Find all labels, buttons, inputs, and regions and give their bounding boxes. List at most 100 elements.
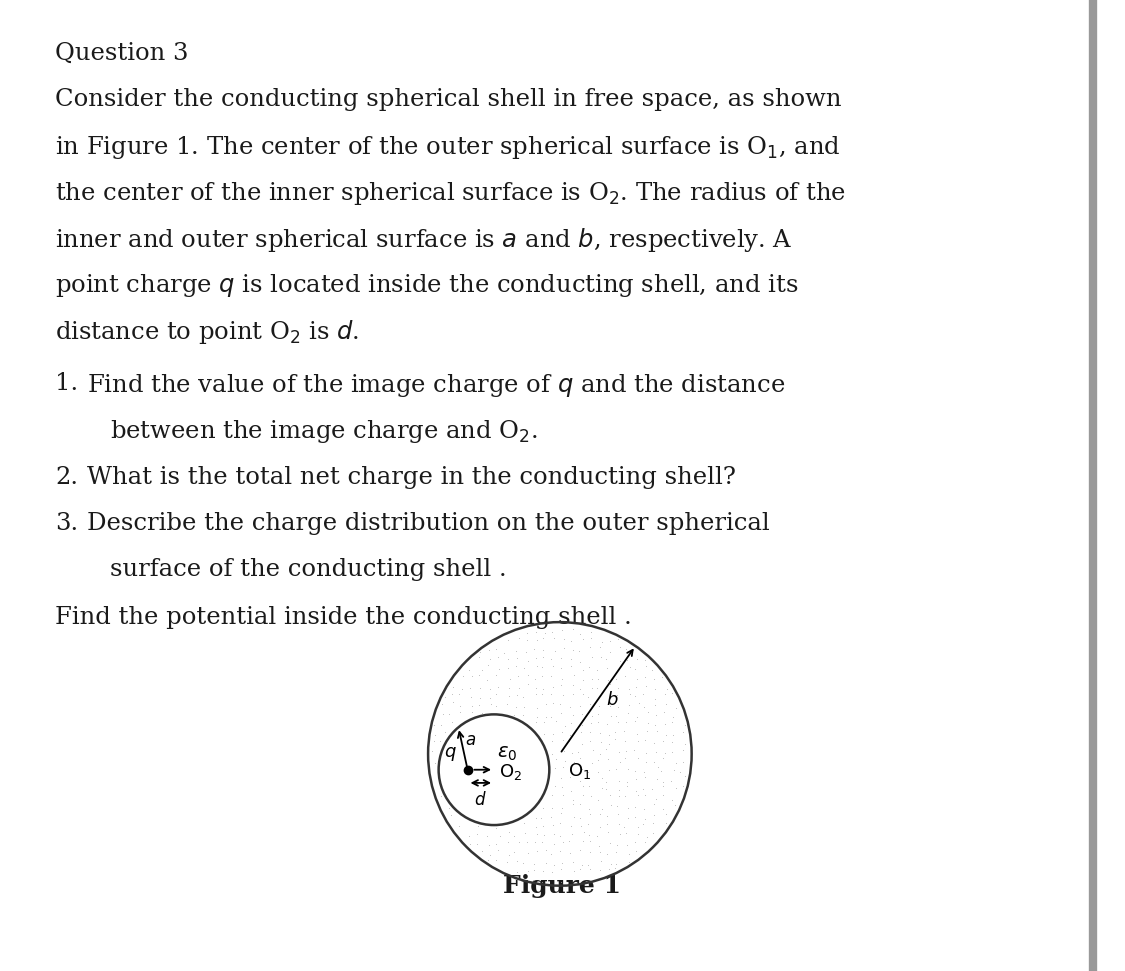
Point bbox=[468, 826, 486, 842]
Point bbox=[569, 745, 587, 760]
Point bbox=[591, 806, 609, 821]
Point bbox=[543, 726, 561, 742]
Point bbox=[674, 724, 692, 740]
Point bbox=[676, 736, 694, 752]
Point bbox=[593, 781, 611, 796]
Point bbox=[634, 801, 652, 817]
Circle shape bbox=[439, 715, 549, 825]
Point bbox=[579, 764, 597, 780]
Point bbox=[618, 642, 636, 657]
Point bbox=[647, 708, 665, 723]
Point bbox=[574, 833, 592, 849]
Point bbox=[610, 783, 628, 798]
Point bbox=[444, 694, 462, 710]
Point bbox=[543, 679, 561, 694]
Point bbox=[555, 631, 573, 647]
Point bbox=[468, 836, 486, 852]
Point bbox=[654, 801, 672, 817]
Text: $d$: $d$ bbox=[475, 790, 487, 809]
Point bbox=[510, 668, 528, 684]
Text: Find the value of the image charge of $q$ and the distance: Find the value of the image charge of $q… bbox=[87, 372, 785, 399]
Point bbox=[582, 640, 600, 655]
Point bbox=[432, 788, 450, 804]
Point bbox=[532, 810, 550, 825]
Point bbox=[541, 652, 559, 667]
Point bbox=[601, 633, 619, 649]
Point bbox=[560, 845, 578, 860]
Point bbox=[667, 781, 685, 796]
Point bbox=[498, 696, 516, 712]
Point bbox=[520, 653, 538, 668]
Point bbox=[554, 854, 572, 870]
Point bbox=[575, 672, 593, 687]
Point bbox=[436, 688, 454, 704]
Point bbox=[573, 819, 591, 834]
Point bbox=[606, 731, 624, 747]
Point bbox=[525, 862, 543, 878]
Point bbox=[652, 763, 670, 779]
Point bbox=[626, 799, 643, 815]
Point bbox=[663, 744, 681, 759]
Point bbox=[618, 743, 636, 758]
Point bbox=[544, 658, 562, 674]
Point bbox=[479, 657, 497, 673]
Point bbox=[552, 677, 570, 692]
Point bbox=[634, 782, 652, 797]
Point bbox=[591, 845, 609, 860]
Point bbox=[626, 661, 643, 677]
Point bbox=[627, 679, 645, 694]
Point bbox=[562, 746, 580, 761]
Point bbox=[620, 854, 638, 870]
Point bbox=[529, 658, 547, 674]
Point bbox=[490, 828, 508, 844]
Point bbox=[533, 874, 551, 889]
Point bbox=[423, 743, 441, 758]
Point bbox=[579, 816, 597, 831]
Point bbox=[674, 742, 692, 757]
Point bbox=[666, 797, 684, 813]
Point bbox=[547, 779, 565, 794]
Point bbox=[498, 652, 516, 667]
Point bbox=[489, 843, 507, 858]
Point bbox=[487, 668, 505, 684]
Point bbox=[543, 733, 561, 749]
Point bbox=[633, 817, 651, 832]
Point bbox=[561, 699, 579, 715]
Point bbox=[610, 774, 628, 789]
Point bbox=[608, 671, 626, 686]
Point bbox=[601, 677, 619, 692]
Point bbox=[590, 715, 608, 730]
Point bbox=[536, 715, 554, 730]
Point bbox=[515, 825, 533, 841]
Point bbox=[645, 796, 663, 812]
Point bbox=[627, 763, 645, 779]
Point bbox=[562, 826, 580, 842]
Point bbox=[591, 820, 609, 835]
Text: $q$: $q$ bbox=[444, 745, 457, 763]
Point bbox=[591, 862, 609, 878]
Point bbox=[626, 742, 643, 757]
Point bbox=[580, 844, 598, 859]
Point bbox=[555, 759, 573, 775]
Text: $\mathrm{O}_1$: $\mathrm{O}_1$ bbox=[568, 760, 591, 781]
Point bbox=[433, 696, 451, 712]
Point bbox=[621, 686, 639, 701]
Point bbox=[450, 819, 468, 834]
Point bbox=[618, 837, 636, 853]
Point bbox=[648, 759, 666, 775]
Point bbox=[657, 696, 675, 712]
Point bbox=[551, 696, 569, 712]
Text: Figure 1: Figure 1 bbox=[503, 874, 621, 898]
Point bbox=[636, 834, 654, 850]
Point bbox=[546, 837, 564, 853]
Point bbox=[529, 826, 547, 842]
Point bbox=[588, 681, 606, 696]
Text: Describe the charge distribution on the outer spherical: Describe the charge distribution on the … bbox=[87, 512, 770, 535]
Point bbox=[471, 645, 489, 660]
Point bbox=[654, 787, 672, 803]
Point bbox=[609, 715, 627, 730]
Point bbox=[646, 681, 664, 696]
Point bbox=[546, 644, 564, 659]
Point bbox=[546, 630, 564, 646]
Point bbox=[647, 791, 665, 807]
